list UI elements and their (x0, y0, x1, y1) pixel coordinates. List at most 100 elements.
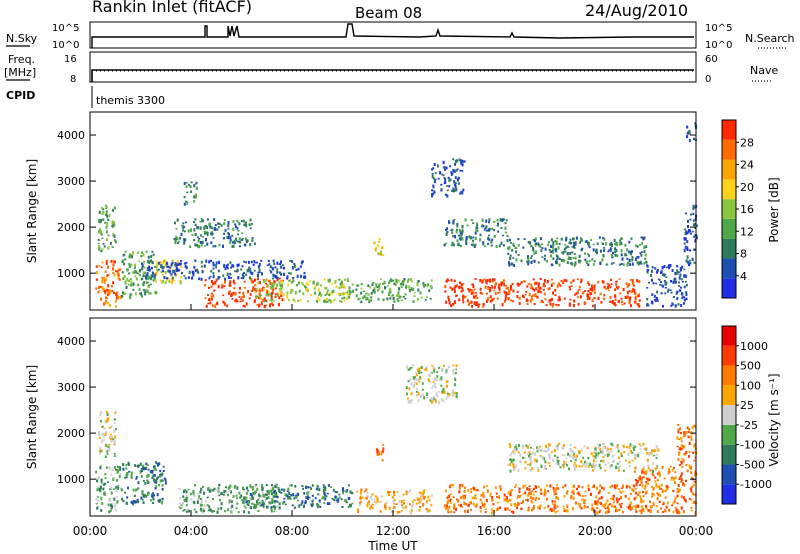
velocity-cell (152, 474, 155, 478)
velocity-cell (514, 504, 517, 507)
power-cell (599, 261, 602, 265)
power-cell (570, 242, 572, 245)
velocity-cell (427, 495, 430, 499)
power-cell (249, 243, 252, 247)
velocity-cell (116, 501, 119, 504)
velocity-cell (583, 463, 585, 467)
velocity-cell (149, 499, 152, 502)
power-cell (255, 295, 258, 298)
velocity-cell (656, 497, 659, 501)
power-cell (134, 292, 137, 296)
velocity-cell (679, 476, 682, 479)
power-cell (557, 246, 560, 250)
power-cell (271, 266, 273, 269)
velocity-cell (130, 500, 133, 504)
power-cell (406, 280, 409, 284)
velocity-cell (213, 487, 216, 491)
velocity-cell (443, 364, 445, 367)
velocity-cell (417, 391, 420, 396)
power-cell (491, 286, 494, 289)
velocity-cell (648, 478, 651, 481)
power-cell (575, 236, 578, 240)
power-cell (448, 185, 451, 188)
velocity-cell (554, 500, 557, 503)
power-cell (102, 243, 105, 245)
power-cell (563, 297, 566, 300)
power-cell (495, 245, 498, 249)
velocity-cell (122, 463, 125, 467)
velocity-cell (317, 493, 320, 496)
velocity-cell (617, 449, 620, 453)
power-cell (628, 283, 631, 287)
power-cell (673, 277, 676, 280)
velocity-cell (594, 447, 597, 451)
power-cell (552, 291, 554, 295)
power-cell (486, 279, 489, 282)
power-cell (423, 284, 425, 288)
velocity-cell (623, 450, 626, 454)
velocity-cell (443, 400, 445, 403)
velocity-cell (141, 499, 144, 501)
power-cell (449, 229, 452, 232)
power-cell (300, 265, 302, 268)
velocity-cell (514, 445, 517, 449)
velocity-cell (641, 510, 644, 512)
power-cell (143, 260, 146, 264)
power-cell (155, 272, 158, 276)
velocity-cell (582, 498, 585, 501)
velocity-cell (535, 485, 538, 489)
power-cell (104, 221, 107, 224)
velocity-cell (152, 501, 155, 504)
power-cell (588, 244, 591, 248)
nsky-label: N.Sky (6, 32, 38, 45)
velocity-cell (432, 399, 435, 402)
velocity-cell (433, 378, 436, 381)
power-cell (458, 237, 461, 240)
velocity-cell (618, 469, 621, 472)
power-cell (625, 282, 628, 285)
power-cell (390, 278, 392, 281)
power-cell (270, 292, 273, 297)
power-cell (555, 240, 558, 243)
power-cell (452, 187, 455, 191)
velocity-cell (335, 491, 338, 494)
power-cell (634, 292, 637, 295)
power-cell (589, 287, 592, 291)
power-cell (360, 287, 363, 290)
velocity-cell (187, 488, 190, 491)
velocity-cell (193, 508, 196, 511)
power-cell (317, 288, 320, 292)
power-cell (431, 192, 434, 196)
power-cell (241, 273, 244, 277)
power-cell (224, 277, 227, 281)
power-cell (614, 247, 616, 251)
power-cell (133, 271, 136, 274)
power-cell (115, 292, 118, 296)
power-cell (518, 301, 521, 305)
power-cell (373, 290, 376, 294)
power-cell (380, 252, 383, 256)
power-cell (164, 271, 167, 274)
power-cell (561, 281, 564, 284)
power-cell (481, 292, 484, 295)
velocity-cell (619, 460, 622, 463)
velocity-cell (220, 502, 223, 506)
power-cell (319, 291, 321, 295)
velocity-cell (420, 365, 423, 369)
velocity-cell (432, 381, 435, 383)
velocity-cell (472, 502, 475, 506)
velocity-cell (153, 494, 155, 497)
power-cell (190, 228, 192, 232)
power-cell (113, 220, 115, 224)
power-cell (279, 291, 282, 295)
velocity-cell (373, 500, 376, 504)
power-cell (249, 293, 252, 296)
velocity-cell (683, 431, 686, 434)
power-cell (245, 302, 248, 305)
velocity-cell (633, 448, 635, 451)
power-cell (633, 289, 636, 293)
power-cell (550, 244, 552, 248)
power-cell (106, 274, 109, 277)
power-cell (193, 220, 195, 224)
power-cell (101, 261, 104, 264)
